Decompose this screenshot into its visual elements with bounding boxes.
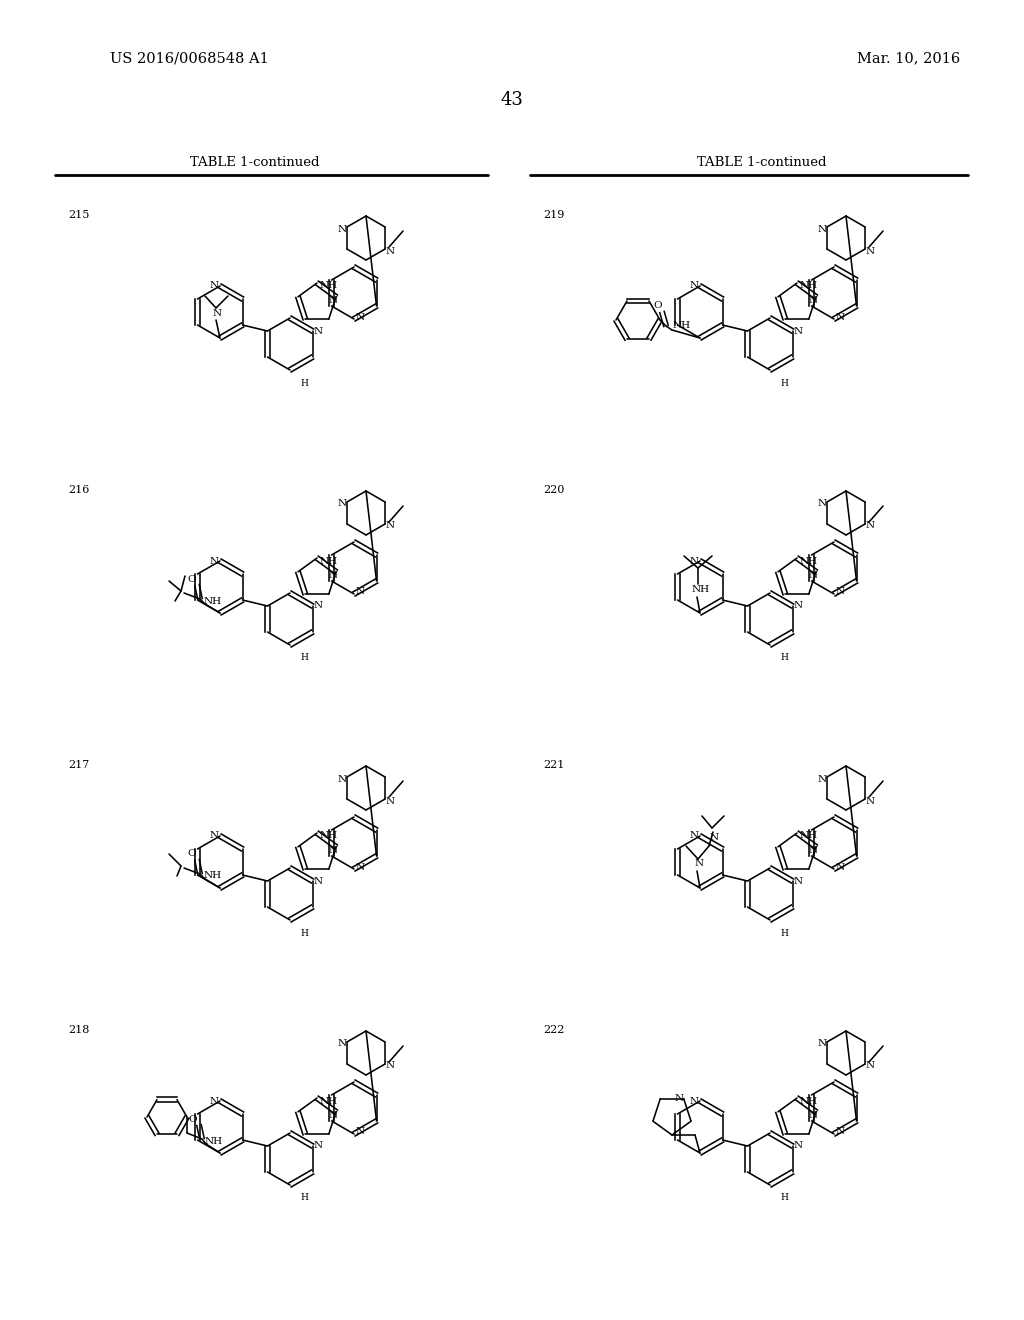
Text: H: H <box>300 928 308 937</box>
Text: N: N <box>817 499 826 508</box>
Text: N: N <box>314 326 324 335</box>
Text: H: H <box>300 1193 308 1203</box>
Text: N: N <box>337 1040 346 1048</box>
Text: NH: NH <box>800 557 818 565</box>
Text: N: N <box>794 1142 803 1151</box>
Text: N: N <box>865 247 874 256</box>
Text: N: N <box>329 296 338 305</box>
Text: N: N <box>809 296 817 305</box>
Text: N: N <box>329 846 338 855</box>
Text: 218: 218 <box>68 1026 89 1035</box>
Text: 221: 221 <box>543 760 564 770</box>
Text: N: N <box>329 572 338 581</box>
Text: N: N <box>817 775 826 784</box>
Text: 215: 215 <box>68 210 89 220</box>
Text: N: N <box>337 224 346 234</box>
Text: N: N <box>794 876 803 886</box>
Text: N: N <box>865 521 874 531</box>
Text: H: H <box>780 1193 787 1203</box>
Text: N: N <box>836 862 845 871</box>
Text: N: N <box>337 499 346 508</box>
Text: N: N <box>210 557 218 565</box>
Text: NH: NH <box>319 832 338 841</box>
Text: N: N <box>385 1061 394 1071</box>
Text: N: N <box>836 1127 845 1137</box>
Text: N: N <box>314 1142 324 1151</box>
Text: N: N <box>355 1127 365 1137</box>
Text: N: N <box>809 1111 817 1121</box>
Text: O: O <box>188 1114 198 1123</box>
Text: NH: NH <box>800 832 818 841</box>
Text: N: N <box>865 1061 874 1071</box>
Text: N: N <box>836 313 845 322</box>
Text: US 2016/0068548 A1: US 2016/0068548 A1 <box>110 51 268 65</box>
Text: 216: 216 <box>68 484 89 495</box>
Text: H: H <box>780 653 787 663</box>
Text: N: N <box>385 796 394 805</box>
Text: N: N <box>674 1094 683 1104</box>
Text: 217: 217 <box>68 760 89 770</box>
Text: N: N <box>689 832 698 841</box>
Text: N: N <box>836 587 845 597</box>
Text: H: H <box>300 653 308 663</box>
Text: N: N <box>710 833 719 842</box>
Text: N: N <box>210 1097 218 1106</box>
Text: NH: NH <box>673 321 691 330</box>
Text: 219: 219 <box>543 210 564 220</box>
Text: N: N <box>385 521 394 531</box>
Text: H: H <box>300 379 308 388</box>
Text: N: N <box>794 326 803 335</box>
Text: N: N <box>355 313 365 322</box>
Text: N: N <box>355 587 365 597</box>
Text: N: N <box>329 1111 338 1121</box>
Text: N: N <box>314 602 324 610</box>
Text: NH: NH <box>319 557 338 565</box>
Text: N: N <box>210 832 218 841</box>
Text: 220: 220 <box>543 484 564 495</box>
Text: NH: NH <box>319 1097 338 1106</box>
Text: NH: NH <box>800 281 818 290</box>
Text: TABLE 1-continued: TABLE 1-continued <box>190 156 319 169</box>
Text: O: O <box>187 850 197 858</box>
Text: N: N <box>809 846 817 855</box>
Text: N: N <box>794 602 803 610</box>
Text: N: N <box>689 281 698 290</box>
Text: N: N <box>385 247 394 256</box>
Text: N: N <box>337 775 346 784</box>
Text: O: O <box>187 574 197 583</box>
Text: NH: NH <box>319 281 338 290</box>
Text: NH: NH <box>800 1097 818 1106</box>
Text: 43: 43 <box>501 91 523 110</box>
Text: TABLE 1-continued: TABLE 1-continued <box>697 156 826 169</box>
Text: N: N <box>865 796 874 805</box>
Text: N: N <box>689 1097 698 1106</box>
Text: N: N <box>694 859 703 869</box>
Text: NH: NH <box>204 871 222 880</box>
Text: NH: NH <box>205 1137 223 1146</box>
Text: N: N <box>314 876 324 886</box>
Text: N: N <box>817 1040 826 1048</box>
Text: NH: NH <box>692 586 710 594</box>
Text: NH: NH <box>204 597 222 606</box>
Text: H: H <box>780 379 787 388</box>
Text: O: O <box>653 301 663 310</box>
Text: Mar. 10, 2016: Mar. 10, 2016 <box>857 51 961 65</box>
Text: N: N <box>809 572 817 581</box>
Text: N: N <box>355 862 365 871</box>
Text: N: N <box>212 309 221 318</box>
Text: N: N <box>817 224 826 234</box>
Text: N: N <box>689 557 698 565</box>
Text: 222: 222 <box>543 1026 564 1035</box>
Text: H: H <box>780 928 787 937</box>
Text: N: N <box>210 281 218 290</box>
